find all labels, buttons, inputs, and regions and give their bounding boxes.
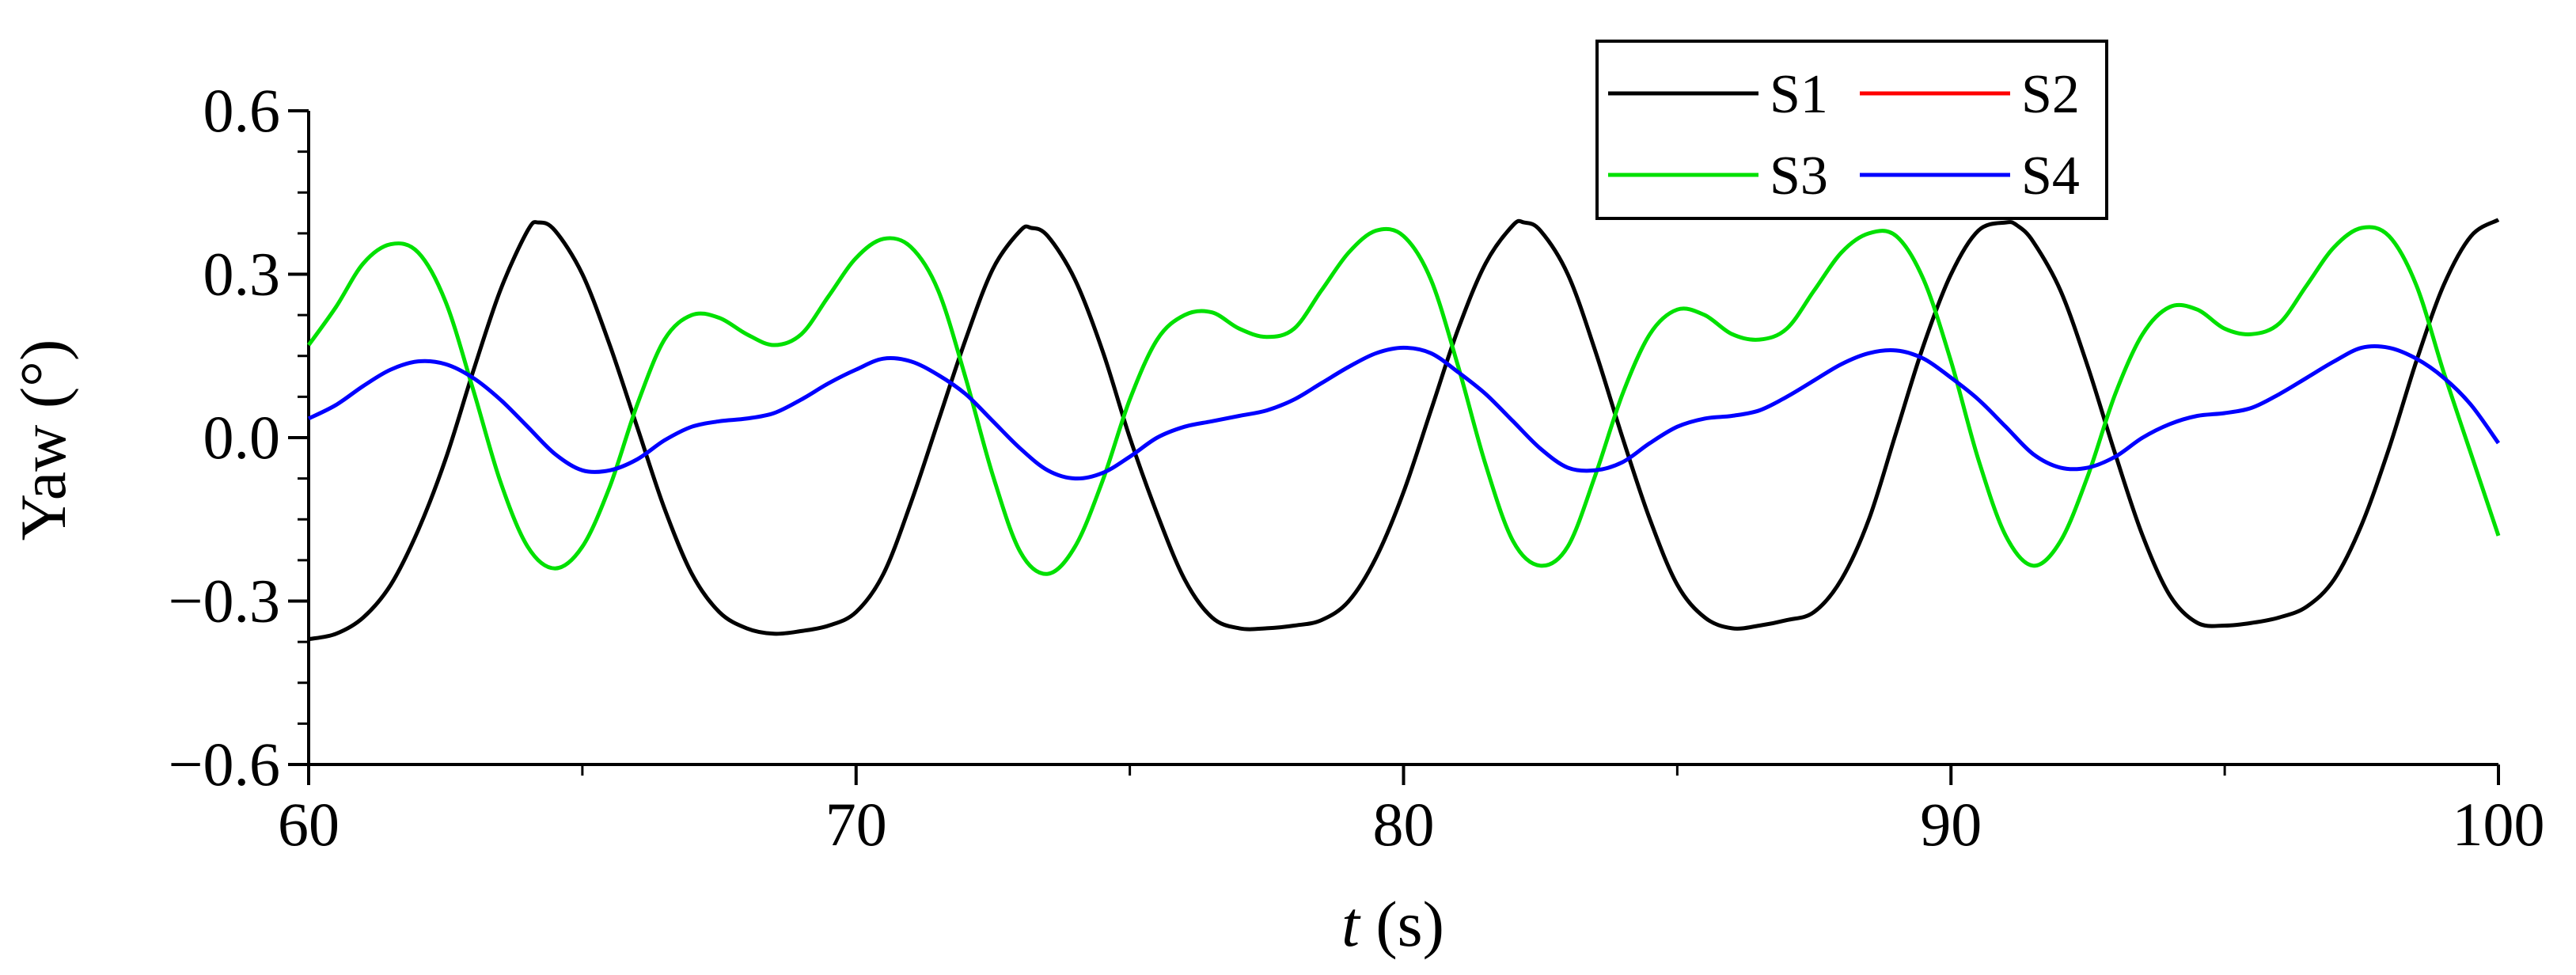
legend-label-s2: S2 xyxy=(2021,64,2080,125)
y-tick-label: 0.3 xyxy=(203,240,281,309)
legend-label-s3: S3 xyxy=(1770,146,1828,207)
x-tick-label: 70 xyxy=(825,790,887,859)
x-tick-label: 80 xyxy=(1373,790,1435,859)
x-tick-label: 100 xyxy=(2453,790,2545,859)
x-axis-label-symbol: t xyxy=(1341,888,1361,960)
y-tick-label: 0.6 xyxy=(203,76,281,145)
legend-box xyxy=(1595,40,2108,220)
series-line-s4 xyxy=(307,343,2501,481)
y-tick-label: 0.0 xyxy=(203,403,281,472)
series-line-s1 xyxy=(308,218,2500,642)
axes xyxy=(288,109,2500,785)
tick-labels: 0.6 0.3 0.0 −0.3 −0.660 70 80 90 100 xyxy=(169,76,2545,859)
y-tick-label: −0.6 xyxy=(169,730,281,799)
series-lines xyxy=(306,218,2501,642)
series-line-s3 xyxy=(306,225,2501,576)
legend-items: S1 S2 S3 S4 xyxy=(1608,64,2080,207)
x-tick-label: 90 xyxy=(1920,790,1982,859)
legend: S1 S2 S3 S4 xyxy=(1595,40,2108,220)
x-axis-label-unit: (s) xyxy=(1360,888,1444,960)
legend-label-s1: S1 xyxy=(1770,64,1828,125)
y-axis-label: Yaw (°) xyxy=(7,340,79,541)
y-tick-label: −0.3 xyxy=(169,567,281,635)
x-axis-label: t (s) xyxy=(1341,888,1444,960)
x-tick-label: 60 xyxy=(278,790,340,859)
legend-label-s4: S4 xyxy=(2021,146,2080,207)
